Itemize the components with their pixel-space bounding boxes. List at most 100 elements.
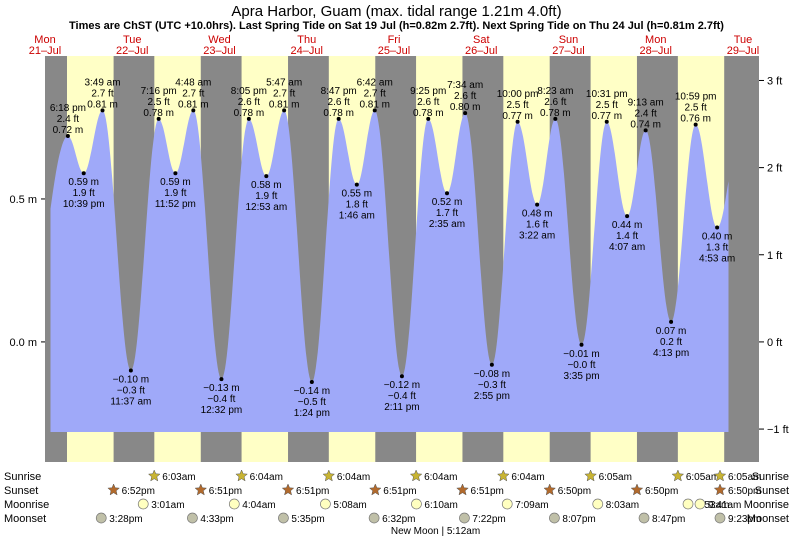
tide-m-label: 0.78 m — [323, 108, 354, 119]
tide-point — [282, 108, 287, 113]
tide-m-label: 0.58 m — [251, 180, 282, 191]
tide-ft-label: 2.6 ft — [454, 91, 476, 102]
sunset-time: 6:51pm — [471, 486, 504, 497]
moonrise-icon — [501, 498, 513, 510]
moonset-time: 6:32pm — [382, 514, 415, 525]
sunrise-time: 6:05am — [599, 472, 632, 483]
sunrise-time: 6:04am — [424, 472, 457, 483]
tide-time-label: 1:24 pm — [294, 408, 330, 419]
sunrise-icon — [713, 469, 727, 482]
day-label-weekday: Sat — [473, 34, 490, 46]
day-label-date: 25–Jul — [378, 45, 410, 57]
tide-time-label: 3:22 am — [519, 231, 555, 242]
left-tick-label: 0.5 m — [9, 194, 37, 206]
sunset-time: 6:50pm — [558, 486, 591, 497]
tide-point — [100, 108, 105, 113]
tide-ft-label: 1.9 ft — [73, 188, 95, 199]
moonset-icon — [549, 512, 560, 524]
sunset-icon — [713, 483, 727, 496]
sunrise-time: 6:04am — [511, 472, 544, 483]
moonrise-time: 9:41am — [708, 500, 741, 511]
moonrise-icon — [137, 498, 149, 510]
day-label-weekday: Thu — [297, 34, 316, 46]
tide-m-label: 0.78 m — [143, 108, 174, 119]
tide-m-label: 0.55 m — [342, 189, 373, 200]
tide-ft-label: 2.7 ft — [273, 88, 295, 99]
moonrise-row-label: Moonrise — [4, 499, 49, 511]
tide-point — [191, 108, 196, 113]
tide-point — [693, 122, 698, 127]
astronomy-rows: Sunrise Sunrise 6:03am 6:04am 6:04am 6:04am 6:… — [4, 469, 789, 537]
moonset-time: 3:28pm — [109, 514, 142, 525]
sunset-time: 6:52pm — [122, 486, 155, 497]
tide-ft-label: 2.7 ft — [364, 88, 386, 99]
sunrise-row-label-right: Sunrise — [752, 471, 789, 483]
tide-point — [625, 214, 630, 219]
tide-m-label: 0.59 m — [160, 177, 191, 188]
tide-point — [399, 374, 404, 379]
tide-m-label: 0.80 m — [450, 102, 481, 113]
sunset-time: 6:50pm — [728, 486, 761, 497]
tide-point — [579, 342, 584, 347]
tide-point — [643, 128, 648, 133]
sunrise-icon — [235, 469, 248, 482]
sunrise-time: 6:04am — [337, 472, 370, 483]
right-tick-label: −1 ft — [767, 424, 789, 436]
moonrise-icon — [682, 498, 694, 510]
left-tick-label: 0.0 m — [9, 337, 37, 349]
right-tick-label: 2 ft — [767, 163, 782, 175]
day-label-date: 29–Jul — [727, 45, 759, 57]
moonset-time: 7:22pm — [472, 514, 505, 525]
day-label-date: 23–Jul — [203, 45, 235, 57]
right-tick-label: 0 ft — [767, 337, 782, 349]
moonset-icon — [459, 512, 470, 524]
tide-point — [173, 171, 178, 176]
tide-ft-label: 2.7 ft — [182, 88, 204, 99]
tide-point — [264, 174, 269, 179]
tide-time-label: 10:00 pm — [497, 89, 539, 100]
sunset-icon — [107, 483, 120, 496]
tide-time-label: 8:05 pm — [231, 86, 267, 97]
tide-ft-label: 2.7 ft — [91, 88, 113, 99]
sunset-icon — [543, 483, 557, 496]
axes: 0.5 m 0.0 m 3 ft 2 ft 1 ft 0 ft −1 ft — [9, 75, 788, 436]
tide-m-label: 0.77 m — [502, 111, 533, 122]
tide-time-label: 9:13 am — [628, 97, 664, 108]
tide-ft-label: 2.4 ft — [635, 108, 657, 119]
tide-point — [445, 191, 450, 196]
moonset-icon — [714, 512, 726, 524]
moonrise-time: 7:09am — [515, 500, 548, 511]
sunset-row-label-right: Sunset — [755, 485, 789, 497]
day-label-weekday: Tue — [734, 34, 753, 46]
tide-m-label: 0.81 m — [269, 99, 300, 110]
tide-time-label: 3:35 pm — [563, 371, 599, 382]
tide-ft-label: 2.4 ft — [57, 114, 79, 125]
tide-m-label: 0.07 m — [656, 326, 687, 337]
moonrise-time: 6:10am — [424, 500, 457, 511]
tide-ft-label: 1.9 ft — [255, 191, 277, 202]
tide-m-label: 0.74 m — [630, 119, 661, 130]
tide-time-label: 10:59 pm — [675, 92, 717, 103]
tide-time-label: 3:49 am — [84, 77, 120, 88]
night-band — [724, 56, 743, 462]
tide-ft-label: −0.0 ft — [567, 360, 595, 371]
tide-ft-label: 2.6 ft — [417, 97, 439, 108]
tide-ft-label: −0.4 ft — [207, 394, 235, 405]
moonrise-icon — [592, 498, 604, 510]
tide-time-label: 4:13 pm — [653, 348, 689, 359]
tide-ft-label: −0.3 ft — [117, 386, 145, 397]
moonrise-time: 8:53am — [696, 500, 729, 511]
moonset-row-label: Moonset — [4, 513, 46, 525]
sunset-icon — [630, 483, 644, 496]
tide-m-label: −0.01 m — [563, 349, 599, 360]
tide-time-label: 11:37 am — [110, 397, 151, 408]
tide-point — [309, 379, 314, 384]
tide-time-label: 5:47 am — [266, 77, 302, 88]
tide-time-label: 8:23 am — [537, 86, 573, 97]
sunrise-icon — [584, 469, 597, 482]
tide-point — [553, 116, 558, 121]
day-label-date: 27–Jul — [552, 45, 584, 57]
moonset-time: 4:33pm — [200, 514, 233, 525]
